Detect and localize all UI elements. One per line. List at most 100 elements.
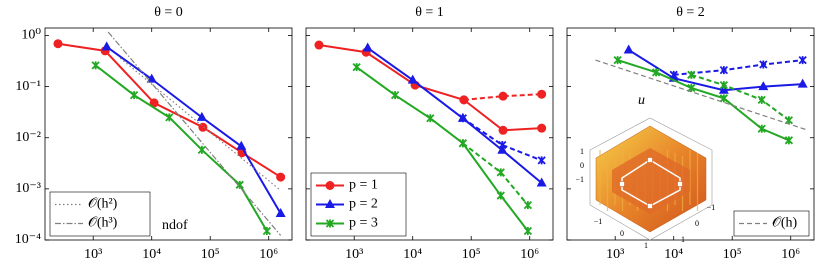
marker [498, 140, 507, 150]
plot-frame [566, 27, 815, 241]
legend-label: 𝒪(h) [772, 216, 797, 231]
marker [669, 70, 678, 79]
inset-tick-label: 0 [580, 161, 584, 170]
marker [91, 61, 100, 70]
series-line [119, 57, 282, 191]
marker [613, 55, 622, 65]
legend-label: 𝒪(h²) [88, 197, 118, 212]
marker [498, 125, 508, 135]
marker [198, 122, 208, 132]
plot-frame [305, 27, 554, 241]
x-tick-label: 10⁴ [403, 247, 422, 262]
marker [129, 91, 139, 100]
inset: u 1 0 −1 −1 0 1 1 0 −1 [575, 93, 715, 250]
marker [651, 68, 661, 77]
y-tick-label: 10⁰ [21, 28, 41, 43]
marker [196, 111, 207, 121]
marker [523, 226, 533, 236]
marker [165, 113, 174, 122]
x-tick-label: 10⁵ [462, 247, 481, 262]
marker [407, 74, 418, 84]
series-group [595, 44, 808, 145]
series-line [673, 59, 803, 76]
x-tick-label: 10⁴ [142, 247, 161, 262]
marker [719, 80, 729, 90]
series-group [53, 31, 286, 236]
marker [759, 60, 768, 69]
legend-marker [325, 199, 335, 208]
marker [719, 94, 729, 103]
inset-tick-label: 1 [580, 147, 584, 156]
marker [101, 41, 112, 51]
inset-tick-label: −1 [594, 217, 603, 226]
marker [314, 40, 324, 50]
marker [536, 177, 547, 187]
y-tick-label: 10⁻³ [15, 181, 41, 196]
marker [719, 65, 729, 75]
marker [523, 201, 533, 210]
marker [362, 42, 373, 52]
series-line [463, 93, 542, 101]
marker [426, 114, 435, 123]
inset-core [612, 148, 690, 214]
x-tick-label: 10⁵ [723, 247, 742, 262]
legend-marker [325, 219, 335, 228]
marker [757, 95, 766, 105]
x-tick-label: 10⁴ [664, 247, 683, 262]
marker [498, 91, 508, 101]
marker [623, 44, 634, 54]
marker [537, 156, 546, 165]
series-line [462, 142, 529, 206]
inset-node [619, 181, 625, 187]
marker [718, 84, 729, 94]
marker [757, 124, 766, 133]
marker [53, 39, 63, 49]
series-line [595, 59, 806, 131]
marker [352, 63, 361, 72]
marker [784, 136, 794, 145]
inset-tick-label: −1 [575, 175, 584, 184]
series-line [691, 73, 790, 122]
marker [537, 123, 547, 133]
x-tick-label: 10⁵ [201, 247, 220, 262]
legend-label: p = 2 [349, 197, 378, 212]
marker [197, 145, 207, 154]
y-tick-label: 10⁻⁴ [15, 232, 41, 247]
marker [497, 144, 508, 154]
legend-box [733, 210, 810, 237]
marker [236, 140, 247, 150]
inset-node [677, 181, 683, 187]
inset-tick-label: 1 [644, 241, 648, 250]
series-line [106, 46, 282, 214]
series-line [367, 47, 543, 184]
inset-node [647, 203, 653, 209]
series-line [617, 59, 790, 142]
marker [149, 98, 159, 108]
marker [797, 78, 808, 88]
marker [758, 81, 769, 91]
marker [459, 95, 469, 105]
x-tick-label: 10³ [345, 247, 363, 262]
inset-tick-label: −1 [707, 203, 716, 212]
plot-frame [44, 27, 293, 241]
marker [458, 139, 468, 148]
panel-title: θ = 0 [154, 5, 183, 20]
series-line [107, 31, 282, 236]
inset-node [647, 157, 653, 163]
series-line [462, 117, 543, 162]
inset-label: u [638, 93, 645, 108]
legend-box [49, 191, 151, 237]
x-tick-label: 10⁶ [781, 247, 800, 262]
marker [496, 191, 505, 200]
marker [262, 226, 272, 236]
marker [687, 70, 696, 79]
series-line [356, 66, 529, 232]
marker [276, 172, 286, 182]
marker [496, 168, 505, 177]
x-tick-label: 10⁶ [520, 247, 539, 262]
series-line [318, 44, 542, 132]
legend-marker [325, 181, 335, 190]
y-tick-label: 10⁻¹ [15, 79, 41, 94]
panel-title: θ = 2 [676, 5, 705, 20]
